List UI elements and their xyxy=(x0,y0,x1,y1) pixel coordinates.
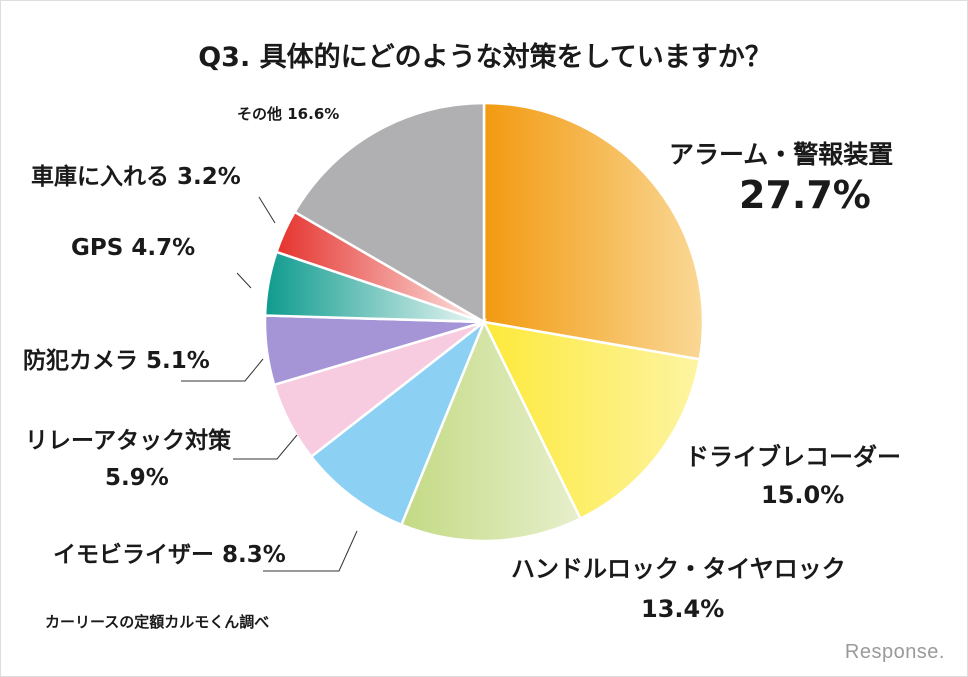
watermark-logo: Response. xyxy=(844,641,945,663)
leader-line xyxy=(233,434,298,460)
value-text: 4.7% xyxy=(131,235,196,261)
pie-slice xyxy=(482,101,705,361)
label-gps: GPS 4.7% xyxy=(71,235,195,261)
label-text: イモビライザー xyxy=(53,542,214,568)
value-alarm: 27.7% xyxy=(739,173,871,217)
label-immobilizer: イモビライザー 8.3% xyxy=(53,535,286,569)
value-relay-attack: 5.9% xyxy=(105,465,169,491)
pie-slice xyxy=(481,320,702,521)
label-drive-recorder: ドライブレコーダー xyxy=(685,443,901,471)
pie-slice xyxy=(399,318,583,543)
label-text: GPS xyxy=(71,235,124,261)
value-text: 5.1% xyxy=(146,348,210,374)
label-text: 車庫に入れる xyxy=(31,164,169,190)
value-handle-lock: 13.4% xyxy=(641,595,725,623)
value-text: 8.3% xyxy=(222,542,286,568)
leader-line xyxy=(181,358,264,382)
pie-slice xyxy=(309,318,487,527)
leader-line xyxy=(263,530,358,572)
label-text: その他 xyxy=(237,105,283,123)
label-garage: 車庫に入れる 3.2% xyxy=(31,157,241,191)
leader-lines xyxy=(181,196,358,572)
leader-line xyxy=(258,196,276,224)
label-handle-lock: ハンドルロック・タイヤロック xyxy=(511,555,846,583)
chart-title: Q3. 具体的にどのような対策をしていますか？ xyxy=(198,42,772,73)
pie-slice xyxy=(292,101,486,325)
label-other: その他 16.6% xyxy=(237,103,339,124)
label-relay-attack: リレーアタック対策 xyxy=(25,428,232,454)
value-text: 3.2% xyxy=(177,164,241,190)
source-note: カーリースの定額カルモくん調べ xyxy=(45,613,270,631)
value-drive-recorder: 15.0% xyxy=(761,481,845,509)
label-text: 防犯カメラ xyxy=(23,348,138,374)
value-text: 16.6% xyxy=(287,105,340,123)
label-alarm: アラーム・警報装置 xyxy=(669,140,894,169)
leader-line xyxy=(236,272,252,289)
label-camera: 防犯カメラ 5.1% xyxy=(23,341,210,375)
